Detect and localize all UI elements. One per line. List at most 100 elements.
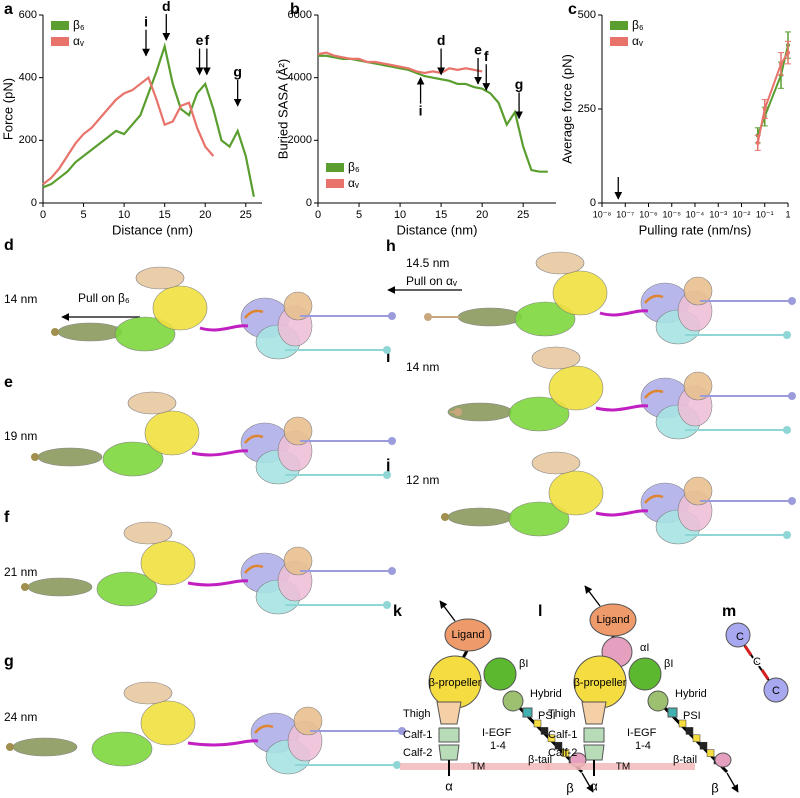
x-tick-label: 20 [476,209,488,221]
tail-end [383,346,391,354]
x-axis-label: Pulling rate (nm/ns) [639,222,752,237]
y-tick-label: 4000 [288,72,312,84]
protein-domain [283,546,313,576]
protein-domain [548,365,604,411]
egf-domain [540,727,549,735]
egf-domain [533,719,542,728]
protein-domain [552,270,608,316]
annotation-label: f [484,48,489,64]
panel-label: d [4,237,14,254]
diagram-label: β-propeller [429,677,482,689]
panel-label: i [386,349,390,366]
point [755,140,760,145]
tail-end [393,761,401,769]
legend-label: αᵥ [632,34,643,48]
tail-end [51,328,59,336]
protein-domain [114,316,176,352]
y-tick-label: 0 [31,197,37,209]
x-tick-label: 10 [394,209,406,221]
annotation-label: f [205,32,210,48]
membrane [545,763,695,770]
annotation-label: i [144,13,148,29]
diagram-label: Thigh [403,708,431,720]
annotation-label: i [419,102,423,118]
x-tick-label: 10⁻⁶ [639,209,658,219]
tail-end [788,497,796,505]
psi-domain [522,707,533,718]
diagram-label: Ligand [451,629,484,641]
protein-domain [508,501,570,537]
legend-label: β₆ [73,18,85,32]
tail-end [388,312,396,320]
x-tick-label: 10⁻⁷ [616,209,634,219]
protein-domain [535,251,585,275]
diagram-label: α [445,778,453,793]
x-tick-label: 10⁻¹ [756,209,774,219]
linker [599,309,649,317]
force-arrow [581,772,594,793]
panel-label: c [568,1,577,18]
diagram-label: C [753,656,761,668]
tail-end [6,743,14,751]
tail-end [388,567,396,575]
annotation-label: e [474,42,482,58]
calf1-domain [438,727,460,743]
protein-domain [12,737,78,757]
force-arrow [439,600,456,622]
diagram-label: 1-4 [490,740,506,752]
x-tick-label: 5 [80,209,86,221]
diagram-label: Thigh [548,708,576,720]
series-line [317,51,483,75]
calf2-domain [583,744,605,761]
tail-end [783,531,791,539]
y-tick-label: 6000 [288,9,312,21]
protein-domain [152,285,208,331]
protein-domain [293,706,323,736]
y-tick-label: 0 [590,197,596,209]
panel-label: f [4,509,10,526]
x-axis-label: Distance (nm) [112,222,193,237]
beta-i-domain [483,657,517,691]
y-axis-label: Buried SASA (Å²) [275,59,290,159]
thigh-domain [581,701,607,725]
pull-label: Pull on αᵥ [406,274,457,288]
x-tick-label: 15 [159,209,171,221]
linker [644,389,664,399]
distance-label: 24 nm [4,710,37,724]
disulfide [760,669,770,680]
panel-label: b [290,1,300,18]
panel-label: e [4,374,13,391]
y-tick-label: 600 [19,9,37,21]
diagram-label: Calf-2 [548,747,577,759]
egf-domain [685,727,694,735]
egf-domain [706,749,715,757]
diagram-label: C [772,685,780,697]
egf-domain [692,734,701,743]
distance-label: 19 nm [4,429,37,443]
x-tick-label: 1 [785,209,790,219]
diagram-label: βI [519,658,528,670]
psi-domain [667,707,678,718]
diagram-label: C [736,631,744,643]
protein-domain [548,470,604,516]
protein-domain [123,521,173,545]
series-line [42,75,215,186]
hybrid-domain [502,690,524,712]
linker [244,434,264,444]
linker [595,509,649,517]
distance-label: 14.5 nm [406,256,449,270]
protein-domain [96,571,158,607]
protein-domain [683,276,713,306]
y-tick-label: 2000 [288,134,312,146]
diagram-label: m [722,603,736,620]
point [786,50,790,55]
diagram-label: PSI [538,710,556,722]
annotation-label: d [162,0,171,14]
series-line [42,42,255,197]
domain [763,677,789,703]
tail-end [783,426,791,434]
tail-end [424,313,432,321]
tail-end [383,471,391,479]
legend-swatch [610,37,628,46]
